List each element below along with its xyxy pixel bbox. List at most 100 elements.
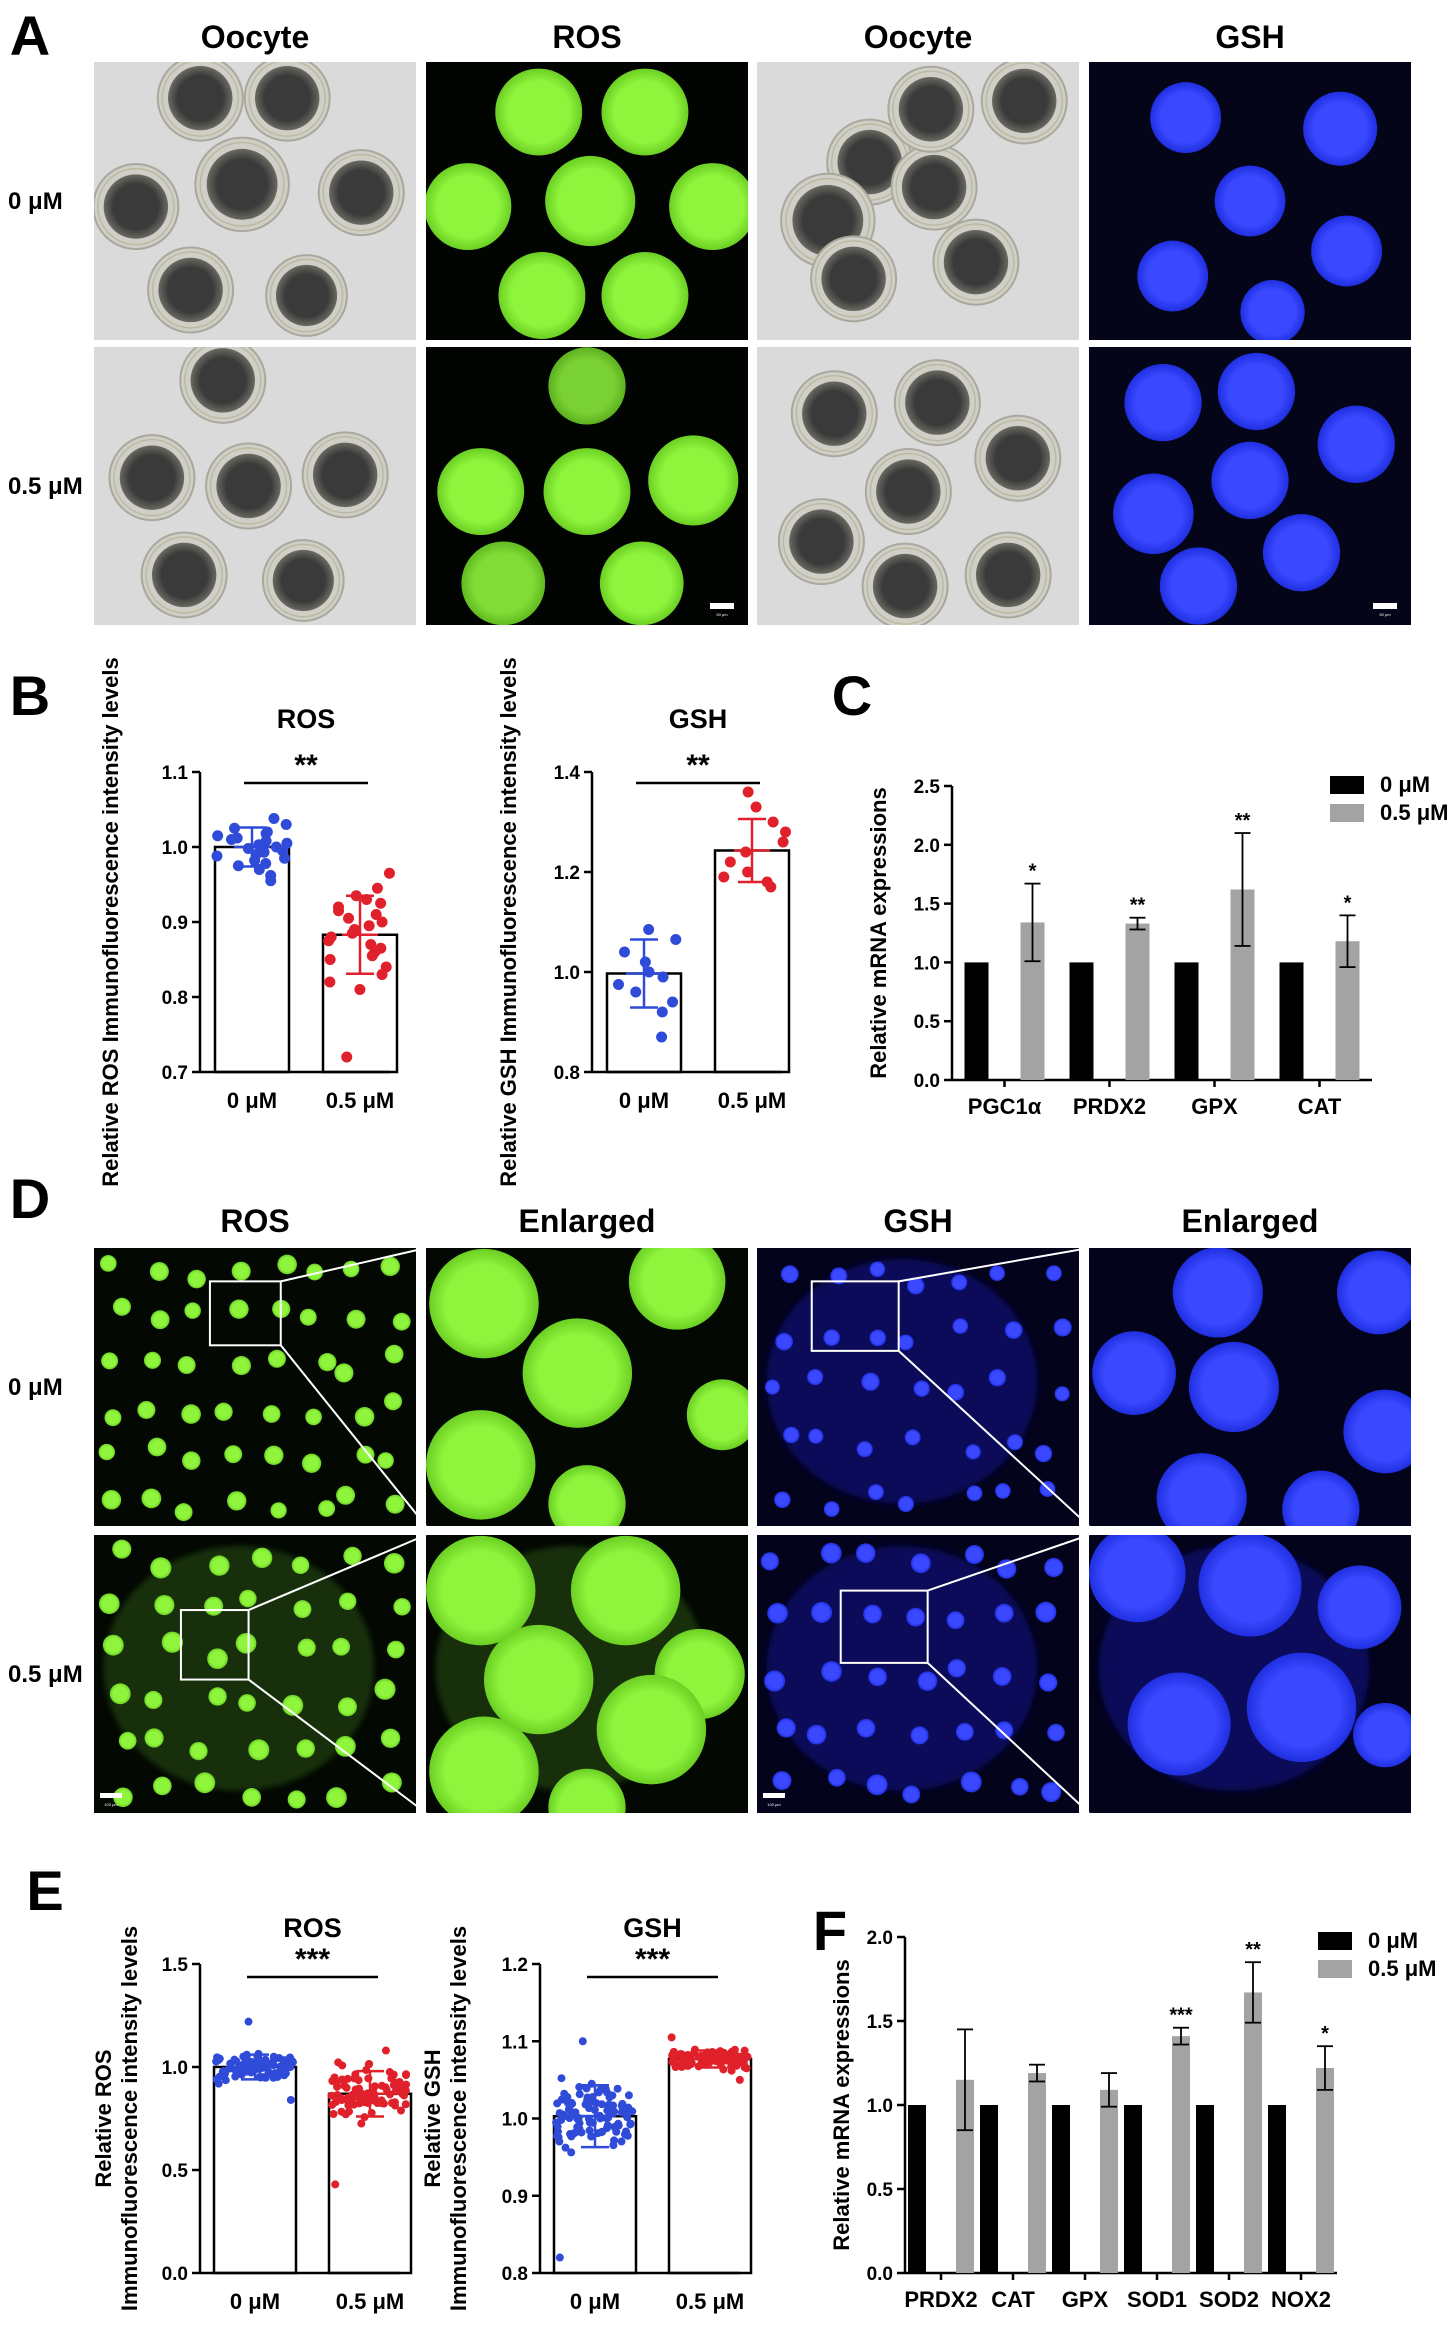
data-point: [324, 976, 336, 988]
gsh-stained-embryo: [1053, 1318, 1072, 1337]
data-point: [288, 2058, 297, 2067]
oocyte-cytoplasm: [802, 381, 867, 446]
ros-stained-embryo: [426, 1410, 536, 1520]
ros-stained-embryo: [522, 1318, 633, 1428]
ros-stained-embryo: [137, 1400, 156, 1419]
ros-stained-embryo: [301, 1453, 322, 1473]
x-category-label: GPX: [1062, 2287, 1109, 2312]
data-point: [370, 909, 382, 920]
data-point: [396, 2106, 405, 2115]
data-point: [557, 2074, 566, 2083]
data-point: [569, 2129, 578, 2138]
data-point: [670, 934, 682, 945]
oocyte-cytoplasm: [872, 553, 938, 619]
zoom-connector: [898, 1247, 1090, 1283]
gsh-stained-embryo: [1188, 1341, 1279, 1433]
gsh-stained-embryo: [774, 1491, 791, 1509]
data-point: [742, 786, 754, 798]
oocyte-cytoplasm: [905, 370, 970, 435]
ros-stained-embryo: [339, 1592, 357, 1610]
ros-stained-embryo: [334, 1363, 354, 1383]
ros-stained-embryo: [99, 1255, 117, 1272]
ros-stained-embryo: [239, 1589, 257, 1608]
gsh-stained-embryo: [764, 1670, 786, 1692]
gsh-stained-cell: [1124, 363, 1202, 442]
data-point: [612, 2127, 621, 2136]
bar-control: [908, 2105, 926, 2273]
bar-treated: [1028, 2073, 1046, 2273]
data-point: [364, 2060, 373, 2069]
gsh-stained-embryo: [867, 1484, 884, 1501]
gsh-stained-embryo: [897, 1495, 914, 1513]
panel-a-column-title: Oocyte: [201, 19, 309, 55]
panel-d-ros-05um-enlarged: [426, 1535, 748, 1813]
panel-d-gsh-05um: 100 μm: [757, 1535, 1079, 1813]
ros-stained-embryo: [144, 1728, 164, 1748]
data-point: [391, 2101, 400, 2110]
ros-stained-embryo: [429, 1248, 539, 1359]
scale-bar: [100, 1793, 122, 1798]
gsh-stained-embryo: [955, 1722, 974, 1741]
scale-bar-label: 50 μm: [716, 612, 728, 617]
ros-stained-embryo: [229, 1299, 249, 1319]
perivitelline-ring: [814, 240, 893, 318]
bar-treated: [1244, 1992, 1262, 2273]
data-point: [677, 2050, 686, 2059]
panel-a-row-label: 0 μM: [8, 188, 63, 215]
ros-stained-embryo: [238, 1694, 256, 1712]
bar-treated: [713, 849, 791, 1074]
y-tick-label: 1.0: [502, 2110, 528, 2131]
data-point: [343, 2096, 352, 2105]
data-point: [587, 2132, 596, 2141]
gsh-stained-cell: [1303, 91, 1378, 166]
panel-d-ros-0um-enlarged: [426, 1248, 748, 1526]
data-point: [624, 2103, 633, 2112]
ros-stained-cell: [461, 541, 546, 625]
data-point: [230, 2055, 239, 2064]
data-point: [603, 2121, 612, 2130]
ros-stained-embryo: [628, 1248, 726, 1330]
y-tick-label: 0.9: [502, 2187, 528, 2208]
ros-stained-cell: [599, 541, 684, 625]
gsh-stained-cell: [1159, 547, 1238, 625]
ros-stained-embryo: [384, 1344, 404, 1364]
panel-d-gsh-05um-enlarged: [1089, 1535, 1411, 1813]
gsh-stained-embryo: [1044, 1557, 1064, 1578]
y-axis-label: Relative mRNA expressions: [829, 1959, 854, 2250]
data-point: [739, 2057, 748, 2066]
y-tick-label: 0.0: [867, 2264, 893, 2285]
y-tick-label: 0.8: [162, 988, 188, 1009]
chart-B-GSH: 0.8 1.0 1.2 1.4 0 μM 0.5 μM ** GSH Relative GSH …: [496, 657, 792, 1187]
perivitelline-ring: [979, 419, 1057, 497]
bar-treated: [327, 2092, 413, 2275]
legend-label: 0.5 μM: [1380, 800, 1448, 825]
significance-marker: ***: [635, 1943, 670, 1976]
ros-stained-embryo: [209, 1555, 230, 1576]
ros-stained-embryo: [296, 1739, 315, 1758]
bar-control: [212, 2065, 298, 2275]
data-point: [735, 2075, 744, 2084]
x-category-label: GPX: [1191, 1094, 1238, 1119]
ros-stained-embryo: [277, 1254, 297, 1275]
gsh-stained-embryo: [1047, 1723, 1065, 1742]
gsh-stained-embryo: [868, 1667, 887, 1687]
gsh-stained-embryo: [776, 1718, 796, 1738]
perivitelline-ring: [795, 374, 874, 453]
ros-stained-embryo: [112, 1539, 132, 1559]
significance-marker: **: [1130, 895, 1146, 917]
data-point: [609, 2141, 618, 2150]
gsh-stained-embryo: [869, 1261, 886, 1277]
oocyte-cytoplasm: [255, 65, 320, 131]
gsh-stained-embryo: [1011, 1777, 1029, 1796]
gsh-stained-embryo: [861, 1372, 880, 1391]
gsh-stained-embryo: [823, 1501, 840, 1517]
ros-stained-embryo: [393, 1598, 411, 1616]
bar-treated: [1100, 2089, 1118, 2273]
perivitelline-ring: [113, 438, 191, 517]
data-point: [265, 875, 277, 887]
gsh-stained-embryo: [995, 1721, 1014, 1740]
y-tick-label: 1.0: [914, 953, 940, 974]
data-point: [244, 2017, 253, 2026]
oocyte-cytoplasm: [821, 246, 886, 312]
